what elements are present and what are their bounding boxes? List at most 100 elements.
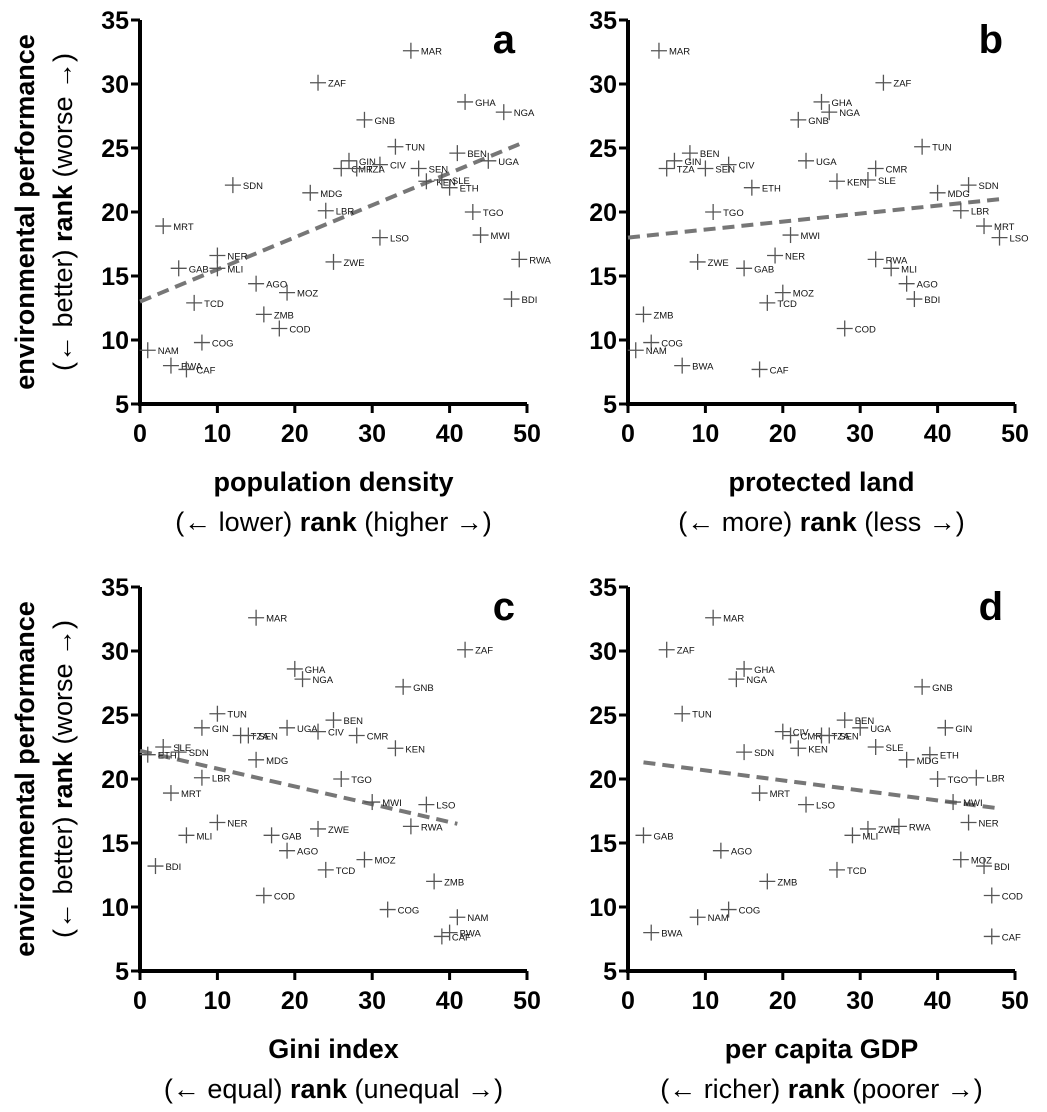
data-point: ZMB	[426, 873, 464, 890]
point-label: CAF	[1002, 932, 1021, 943]
data-point: GHA	[286, 660, 326, 677]
data-point: COD	[255, 887, 295, 904]
data-point: COG	[720, 901, 761, 918]
data-point: TCD	[828, 861, 867, 878]
data-point: GNB	[790, 111, 829, 128]
data-point: ZMB	[255, 306, 294, 323]
point-label: CMR	[886, 164, 908, 175]
point-label: MRT	[994, 222, 1015, 233]
x-sub-post: (unequal →)	[347, 1074, 503, 1104]
data-point: MAR	[650, 42, 690, 59]
data-point: MAR	[705, 609, 744, 626]
point-label: TZA	[251, 731, 270, 742]
y-sub-pre: (← better)	[48, 809, 78, 938]
data-point: ZWE	[859, 820, 899, 837]
y-tick-label: 25	[589, 135, 617, 163]
point-label: ETH	[940, 751, 959, 762]
data-point: BWA	[441, 924, 482, 941]
point-label: ZMB	[777, 877, 797, 888]
point-label: CIV	[328, 728, 345, 739]
data-point: MWI	[945, 794, 983, 811]
point-label: GAB	[189, 264, 209, 275]
x-sub-bold: rank	[800, 507, 858, 537]
point-label: AGO	[297, 847, 318, 858]
data-point: BEN	[681, 145, 720, 162]
point-label: NGA	[313, 675, 334, 686]
point-label: ZWE	[328, 825, 349, 836]
data-point: ZAF	[875, 74, 912, 91]
point-label: TCD	[204, 299, 224, 310]
trend-line	[643, 760, 1000, 811]
point-label: BEN	[467, 149, 487, 160]
point-label: AGO	[731, 847, 752, 858]
data-point: SDN	[960, 177, 999, 194]
point-label: TUN	[405, 143, 425, 154]
x-tick-label: 0	[133, 987, 147, 1015]
data-point: CIV	[774, 723, 809, 740]
point-label: SLE	[886, 743, 904, 754]
y-axis-subtitle: (← better) rank (worse →)	[48, 620, 78, 938]
data-point: TUN	[914, 138, 952, 155]
y-tick-label: 30	[101, 638, 129, 666]
data-point: CIV	[310, 723, 345, 740]
x-tick-label: 30	[358, 420, 386, 448]
point-label: BDI	[522, 295, 538, 306]
data-point: CMR	[867, 160, 908, 177]
data-point: MRT	[155, 218, 194, 235]
data-point: BDI	[503, 291, 538, 308]
point-label: SEN	[429, 164, 449, 175]
point-label: MAR	[723, 614, 744, 625]
panel-letter: d	[979, 585, 1003, 629]
x-sub-pre: (← lower)	[175, 507, 300, 537]
data-point: NAM	[139, 342, 179, 359]
data-point: ZMB	[635, 306, 674, 323]
point-label: NGA	[746, 675, 767, 686]
point-label: NAM	[708, 913, 729, 924]
y-axis-title: environmental performance	[10, 601, 40, 957]
trend-line	[627, 197, 1000, 240]
data-point: GIN	[340, 152, 376, 169]
data-point: BEN	[325, 712, 364, 729]
data-point: MDG	[898, 751, 939, 768]
point-label: LBR	[971, 207, 990, 218]
x-tick-label: 50	[513, 420, 541, 448]
x-sub-post: (higher →)	[357, 507, 492, 537]
point-label: COG	[212, 339, 234, 350]
point-label: GIN	[955, 724, 972, 735]
point-label: NGA	[514, 108, 535, 119]
point-label: ZWE	[708, 258, 729, 269]
x-tick-label: 10	[691, 420, 719, 448]
point-label: KEN	[808, 744, 828, 755]
data-point: COD	[836, 320, 876, 337]
point-label: NER	[227, 252, 247, 263]
point-label: AGO	[917, 280, 938, 291]
point-label: MWI	[491, 231, 511, 242]
point-label: NER	[785, 252, 805, 263]
point-label: COG	[739, 906, 761, 917]
point-label: COD	[1002, 891, 1023, 902]
point-label: SEN	[715, 164, 735, 175]
point-label: COD	[855, 324, 876, 335]
data-point: BWA	[674, 357, 714, 374]
data-point: NER	[209, 247, 248, 264]
point-label: TUN	[692, 710, 712, 721]
x-tick-label: 0	[621, 420, 635, 448]
data-point: KEN	[418, 173, 456, 190]
data-point: MAR	[402, 42, 442, 59]
point-label: MAR	[421, 47, 442, 58]
point-label: NGA	[839, 108, 860, 119]
point-label: MDG	[266, 756, 288, 767]
point-label: RWA	[909, 822, 931, 833]
point-label: GIN	[212, 724, 229, 735]
point-label: GHA	[475, 98, 496, 109]
point-label: LBR	[986, 774, 1005, 785]
y-tick-label: 20	[589, 766, 617, 794]
data-point: GNB	[914, 678, 953, 695]
data-point: NER	[960, 814, 999, 831]
y-tick-label: 10	[101, 327, 129, 355]
point-label: BEN	[344, 716, 364, 727]
point-label: GAB	[282, 831, 302, 842]
data-point: MLI	[209, 260, 243, 277]
panel-letter: a	[493, 18, 516, 62]
